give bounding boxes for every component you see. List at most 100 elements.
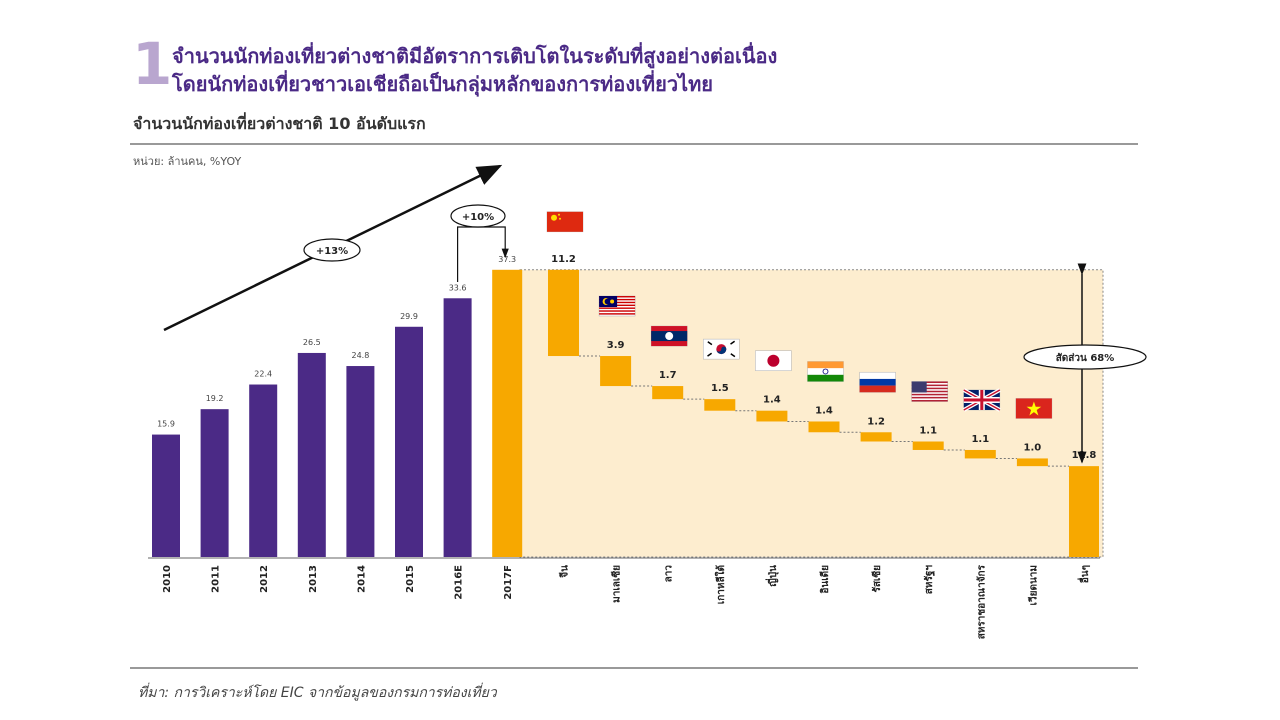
waterfall-category-label: ญี่ปุ่น [765, 565, 779, 587]
history-category-label: 2017F [503, 565, 514, 600]
flag-stripe [807, 374, 844, 382]
cagr-label: +13% [316, 246, 348, 257]
flag-stripe [911, 390, 948, 393]
highlight-panel [519, 269, 1104, 558]
history-value-label: 37.3 [498, 255, 516, 264]
waterfall-value-label: 1.5 [711, 383, 729, 394]
waterfall-category-label: อื่นๆ [1077, 565, 1091, 583]
history-value-label: 33.6 [449, 283, 467, 292]
unit-label: หน่วย: ล้านคน, %YOY [133, 155, 242, 168]
flag-stripe [599, 307, 636, 309]
header: 1 จำนวนนักท่องเที่ยวต่างชาติมีอัตราการเต… [128, 34, 1148, 104]
history-category-label: 2012 [259, 565, 270, 593]
flag-canton [911, 381, 927, 393]
flag-star [551, 214, 557, 221]
waterfall-category-label: ลาว [664, 565, 675, 583]
waterfall-value-label: 1.4 [815, 405, 833, 416]
history-bar [297, 352, 326, 557]
section-number: 1 [132, 30, 173, 98]
waterfall-bar [860, 432, 892, 442]
waterfall-value-label: 1.7 [659, 370, 677, 381]
south-korea-flag-icon [702, 338, 740, 360]
flag-sun [767, 354, 780, 367]
share-label: สัดส่วน 68% [1056, 352, 1115, 364]
growth-bubble [450, 204, 506, 228]
waterfall-category-label: เวียดนาม [1027, 565, 1039, 605]
japan-flag-icon [755, 350, 792, 372]
waterfall-bar [1069, 466, 1099, 557]
flag-stripe [911, 399, 948, 402]
waterfall-value-label: 1.0 [1024, 442, 1042, 453]
flag-stripe [911, 381, 948, 384]
flag-trigram [707, 341, 713, 346]
history-category-label: 2013 [308, 565, 319, 593]
waterfall-bar [964, 449, 996, 459]
waterfall-value-label: 1.2 [867, 416, 885, 427]
flag-trigram [730, 353, 736, 358]
chart-subtitle: จำนวนนักท่องเที่ยวต่างชาติ 10 อันดับแรก [133, 114, 426, 133]
usa-flag-icon [911, 381, 949, 402]
waterfall-value-label: 1.4 [763, 395, 781, 406]
share-bubble [1023, 344, 1147, 370]
history-bar [152, 434, 180, 557]
cagr-bubble [303, 238, 361, 262]
flag-star [558, 213, 560, 216]
waterfall-category-label: รัสเซีย [871, 565, 883, 593]
flag-stripe [859, 385, 896, 393]
waterfall-bar [652, 386, 684, 400]
flag-stripe [807, 361, 844, 369]
title-line-2: โดยนักท่องเที่ยวชาวเอเชียถือเป็นกลุ่มหลั… [172, 72, 714, 96]
flag-stripe [911, 384, 948, 387]
history-bar [395, 326, 423, 557]
flag-stripe [911, 396, 948, 399]
flag-star [559, 217, 561, 220]
waterfall-category-label: สหราชอาณาจักร [975, 564, 987, 639]
history-category-label: 2014 [356, 565, 367, 593]
india-flag-icon [807, 361, 844, 382]
waterfall-bar [912, 441, 944, 450]
waterfall-bar [808, 421, 840, 433]
flag-trigram [730, 340, 736, 345]
flag-cross-red [963, 398, 1000, 402]
waterfall-category-label: มาเลเซีย [611, 565, 623, 603]
top-divider [130, 143, 1138, 145]
waterfall-value-label: 1.1 [919, 426, 937, 437]
waterfall-bar [756, 410, 788, 422]
russia-flag-icon [859, 371, 896, 393]
history-value-label: 26.5 [303, 338, 321, 347]
flag-stripe [911, 387, 948, 390]
laos-flag-icon [650, 325, 688, 347]
history-category-label: 2015 [405, 565, 416, 593]
waterfall-bar [548, 269, 579, 357]
flag-stripe [599, 310, 636, 312]
history-bar [200, 409, 229, 557]
waterfall-bar [1016, 458, 1048, 467]
waterfall-category-label: อินเดีย [819, 565, 831, 594]
waterfall-category-label: จีน [559, 565, 571, 578]
flag-stripe [859, 378, 896, 386]
flag-taeguk-blue [716, 346, 727, 355]
history-category-label: 2016E [454, 565, 465, 600]
waterfall-bar [704, 399, 736, 411]
flag-stripe [911, 393, 948, 396]
waterfall-bar [600, 356, 632, 387]
history-value-label: 29.9 [400, 312, 418, 321]
history-bar [492, 269, 523, 557]
flag-chakra [822, 368, 829, 375]
flag-stripe [599, 313, 636, 315]
history-bar [249, 384, 278, 557]
history-bar [346, 366, 375, 557]
source-note: ที่มา: การวิเคราะห์โดย EIC จากข้อมูลของก… [138, 685, 497, 701]
waterfall-value-label: 3.9 [607, 340, 625, 351]
history-value-label: 22.4 [254, 370, 272, 379]
waterfall-value-label: 11.2 [551, 254, 576, 265]
malaysia-flag-icon [598, 295, 636, 317]
waterfall-category-label: เกาหลีใต้ [714, 565, 727, 604]
history-value-label: 19.2 [206, 394, 224, 403]
flag-star [610, 299, 615, 304]
title-line-1: จำนวนนักท่องเที่ยวต่างชาติมีอัตราการเติบ… [172, 44, 778, 68]
flag-star [1026, 401, 1042, 416]
flag-field [547, 211, 583, 232]
waterfall-value-label: 1.1 [971, 434, 989, 445]
